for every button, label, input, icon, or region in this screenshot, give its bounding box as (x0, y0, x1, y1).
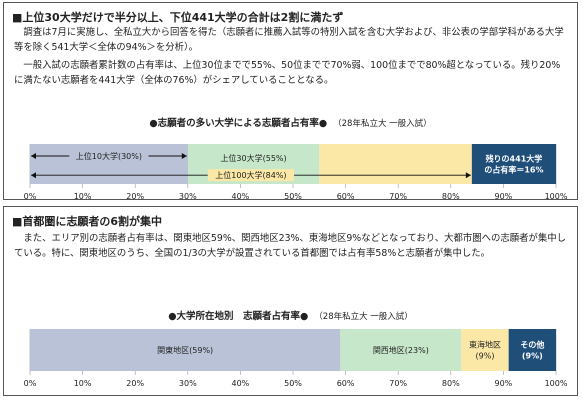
x-tick-label: 40% (232, 192, 250, 199)
x-tick-label: 60% (337, 192, 355, 199)
panel-body-text: 調査は7月に実施し、全私立大から回答を得た（志願者に推薦入試等の特別入試を含む大… (14, 25, 569, 88)
arrow-label: 上位10大学(30%) (76, 151, 142, 161)
x-tick-label: 90% (495, 379, 513, 388)
chart-subtitle: （28年私立大 一般入試） (314, 312, 413, 322)
x-tick-label: 10% (74, 379, 92, 388)
chart-university-share: 上位30大学(55%) 残りの441大学の占有率＝16% 上位10大学(30%) 上位… (24, 144, 568, 199)
panel-heading: ■首都圏に志願者の6割が集中 (12, 215, 163, 228)
arrow-label-bg (207, 169, 295, 182)
arrow-label: 上位100大学(84%) (215, 170, 286, 180)
paragraph: また、エリア別の志願者占有率は、関東地区59%、関西地区23%、東海地区9%など… (14, 233, 567, 259)
panel-university-share: ■上位30大学だけで半分以上、下位441大学の合計は2割に満たず 調査は7月に実… (3, 2, 578, 200)
bar-segment (471, 144, 556, 184)
chart-title: ●志願者の多い大学による志願者占有率● （28年私立大 一般入試） (4, 115, 577, 129)
x-tick-label: 60% (337, 379, 355, 388)
x-tick-label: 90% (495, 192, 513, 199)
bar-label: 関西地区(23%) (373, 345, 429, 355)
x-tick-label: 100% (545, 192, 568, 199)
arrow-label-bg (69, 150, 149, 162)
bar-segment (340, 329, 462, 371)
chart-title-text: ●大学所在地別 志願者占有率● (168, 311, 309, 322)
bar-segment (461, 329, 509, 371)
x-tick-label: 0% (24, 379, 37, 388)
x-tick-label: 80% (442, 379, 460, 388)
x-tick-label: 50% (284, 192, 302, 199)
x-tick-label: 40% (232, 379, 250, 388)
x-tick-label: 0% (24, 192, 37, 199)
paragraph: 一般入試の志願者累計数の占有率は、上位30位までで55%、50位までで70%弱、… (14, 60, 561, 86)
bar-label: 残りの441大学の占有率＝16% (484, 154, 543, 175)
panel-region-share: ■首都圏に志願者の6割が集中 また、エリア別の志願者占有率は、関東地区59%、関… (3, 206, 578, 396)
x-tick-label: 50% (284, 379, 302, 388)
chart-subtitle: （28年私立大 一般入試） (333, 119, 432, 129)
panel-heading: ■上位30大学だけで半分以上、下位441大学の合計は2割に満たず (12, 11, 344, 24)
bar-label: 東海地区(9%) (469, 340, 501, 361)
x-tick-label: 10% (74, 192, 92, 199)
chart-title-text: ●志願者の多い大学による志願者占有率● (149, 118, 328, 129)
x-tick-label: 30% (179, 192, 197, 199)
x-tick-label: 20% (126, 192, 144, 199)
arrow-head (31, 153, 36, 159)
arrow-head (181, 153, 187, 159)
bar-label: その他(9%) (520, 340, 544, 361)
bar-segment (319, 144, 472, 184)
chart-region-share: 関東地区(59%) 関西地区(23%) 東海地区(9%) その他(9%) 0% 10% 20… (24, 329, 568, 388)
arrow-head (465, 172, 471, 179)
chart-title: ●大学所在地別 志願者占有率● （28年私立大 一般入試） (4, 308, 577, 322)
x-tick-label: 20% (126, 379, 144, 388)
x-tick-label: 100% (545, 379, 568, 388)
bar-segment (508, 329, 556, 371)
panel-body-text: また、エリア別の志願者占有率は、関東地区59%、関西地区23%、東海地区9%など… (14, 231, 569, 261)
x-tick-label: 30% (179, 379, 197, 388)
x-tick-label: 80% (442, 192, 460, 199)
arrow-head (31, 172, 36, 179)
x-tick-label: 70% (389, 379, 407, 388)
bar-label: 上位30大学(55%) (220, 153, 286, 163)
bar-segment (30, 329, 341, 371)
paragraph: 調査は7月に実施し、全私立大から回答を得た（志願者に推薦入試等の特別入試を含む大… (14, 27, 564, 53)
bar-label: 関東地区(59%) (157, 345, 213, 355)
x-tick-label: 70% (389, 192, 407, 199)
